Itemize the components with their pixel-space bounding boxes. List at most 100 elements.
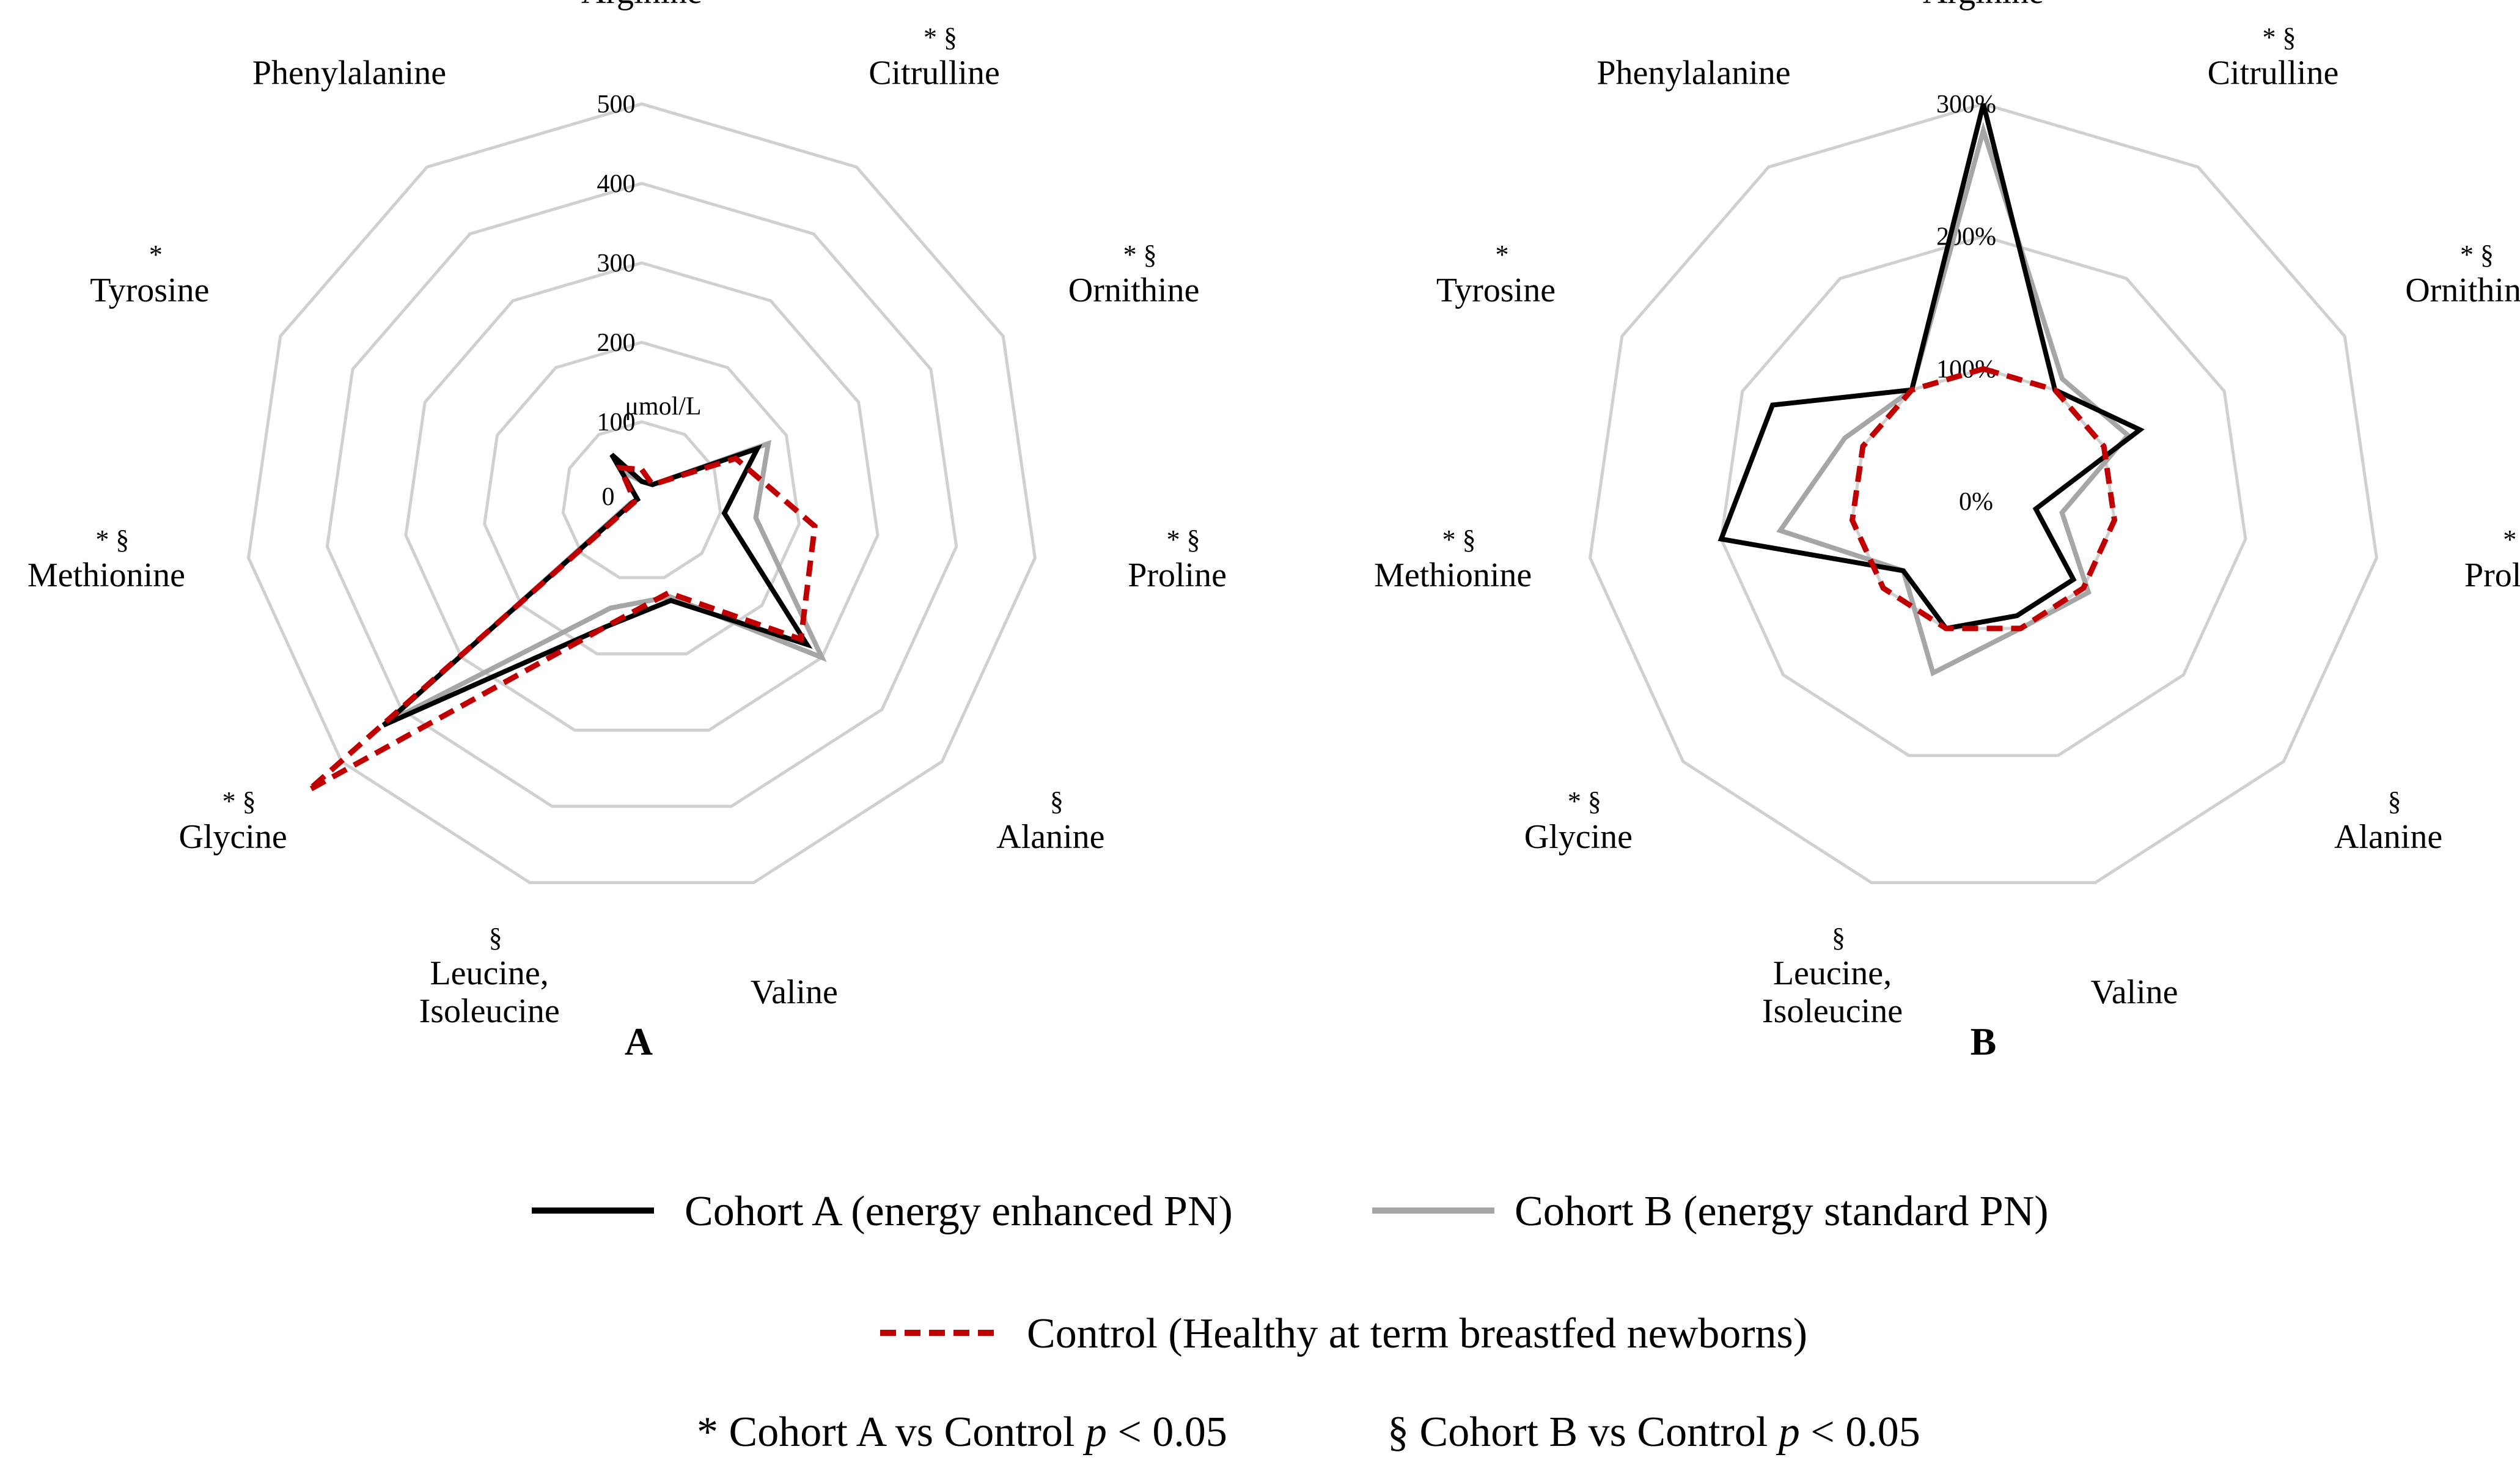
- significance-marker: * §: [1442, 525, 1476, 555]
- significance-marker: §: [2388, 786, 2401, 816]
- axis-label: Valine: [2090, 973, 2178, 1011]
- axis-label: Ornithine: [1068, 271, 1200, 309]
- series-control: [306, 455, 818, 793]
- grid-ring: [483, 341, 801, 655]
- grid-ring: [1719, 235, 2247, 758]
- axis-label: Citrulline: [2208, 54, 2339, 92]
- note-sect-p: p: [1776, 1409, 1800, 1456]
- radar-panel-b: 0%100%200%300%Arginine* §Citrulline* §Or…: [1374, 0, 2520, 1030]
- significance-marker: §: [1050, 786, 1063, 816]
- note-sect-suffix: < 0.05: [1800, 1409, 1920, 1456]
- grid-ring: [561, 420, 722, 580]
- panel-a-letter: A: [625, 1020, 653, 1063]
- axis-label-text: Arginine: [581, 0, 702, 11]
- axis-label-text: Methionine: [28, 556, 185, 594]
- series-control: [1849, 366, 2118, 632]
- axis-label: Methionine: [1374, 556, 1532, 594]
- axis-label-text: Phenylalanine: [1596, 54, 1790, 92]
- axis-label: Leucine,Isoleucine: [419, 954, 560, 1030]
- axis-label: Phenylalanine: [252, 54, 446, 92]
- axis-label-text: Glycine: [1524, 818, 1633, 856]
- axis-label: Tyrosine: [1436, 271, 1556, 309]
- significance-marker: §: [489, 923, 502, 953]
- axis-label-text: Citrulline: [869, 54, 1000, 92]
- tick-label: 500: [597, 90, 636, 119]
- axis-label-text: Phenylalanine: [252, 54, 446, 92]
- axis-label: Valine: [751, 973, 838, 1011]
- significance-marker: * §: [1568, 786, 1601, 816]
- axis-label-text: Leucine,: [430, 954, 548, 992]
- axis-label: Arginine: [581, 0, 702, 11]
- axis-label: Proline: [2464, 556, 2520, 594]
- significance-marker: * §: [2460, 240, 2494, 270]
- significance-note-star: * Cohort A vs Control p < 0.05: [697, 1409, 1227, 1456]
- grid-ring: [404, 261, 880, 732]
- axis-label-text: Methionine: [1374, 556, 1532, 594]
- axis-label: Alanine: [2334, 818, 2442, 856]
- axis-label-text: Isoleucine: [1762, 992, 1903, 1030]
- significance-marker: * §: [95, 525, 129, 555]
- significance-marker: * §: [1123, 240, 1157, 270]
- significance-marker: * §: [222, 786, 256, 816]
- significance-marker: * §: [2503, 525, 2520, 555]
- panel-b-letter: B: [1971, 1020, 1997, 1063]
- axis-label-text: Tyrosine: [1436, 271, 1556, 309]
- axis-label: Methionine: [28, 556, 185, 594]
- axis-label: Glycine: [178, 818, 287, 856]
- tick-label: 400: [597, 170, 636, 198]
- axis-label-text: Proline: [1128, 556, 1227, 594]
- tick-label: 100: [597, 408, 636, 437]
- tick-label-zero: 0: [602, 483, 615, 511]
- axis-label: Arginine: [1923, 0, 2044, 11]
- note-star-p: p: [1082, 1409, 1107, 1456]
- significance-marker: * §: [1167, 525, 1200, 555]
- note-star-prefix: * Cohort A vs Control: [697, 1409, 1086, 1456]
- axis-label-text: Alanine: [2334, 818, 2442, 856]
- axis-label-text: Arginine: [1923, 0, 2044, 11]
- significance-marker: §: [1832, 923, 1845, 953]
- axis-label: Citrulline: [869, 54, 1000, 92]
- tick-label: 0%: [1959, 488, 1993, 516]
- axis-label-text: Ornithine: [2405, 271, 2520, 309]
- axis-label-text: Valine: [751, 973, 838, 1011]
- axis-label: Alanine: [996, 818, 1104, 856]
- axis-label-text: Leucine,: [1773, 954, 1892, 992]
- tick-label: 200: [597, 329, 636, 357]
- axis-label-text: Valine: [2090, 973, 2178, 1011]
- significance-note-section: § Cohort B vs Control p < 0.05: [1387, 1409, 1920, 1456]
- significance-marker: *: [149, 240, 163, 270]
- grid-rings: [247, 102, 1037, 885]
- significance-marker: *: [1495, 240, 1508, 270]
- grid-ring: [1589, 102, 2378, 885]
- axis-label: Glycine: [1524, 818, 1633, 856]
- axis-label-text: Citrulline: [2208, 54, 2339, 92]
- axis-label-text: Proline: [2464, 556, 2520, 594]
- series-cohort-a: [1717, 103, 2145, 632]
- grid-ring: [325, 182, 958, 808]
- axis-label-text: Ornithine: [1068, 271, 1200, 309]
- axis-label: Phenylalanine: [1596, 54, 1790, 92]
- grid-ring: [247, 102, 1037, 885]
- axis-label: Proline: [1128, 556, 1227, 594]
- note-sect-prefix: § Cohort B vs Control: [1387, 1409, 1779, 1456]
- axis-label: Ornithine: [2405, 271, 2520, 309]
- legend-label-cohort-b: Cohort B (energy standard PN): [1515, 1188, 2049, 1235]
- legend-label-cohort-a: Cohort A (energy enhanced PN): [685, 1188, 1233, 1235]
- series-cohort-b: [1776, 122, 2132, 677]
- significance-marker: * §: [2263, 23, 2296, 53]
- tick-label: 300: [597, 249, 636, 278]
- legend-label-control: Control (Healthy at term breastfed newbo…: [1027, 1310, 1807, 1357]
- significance-marker: * §: [924, 23, 957, 53]
- axis-label-text: Alanine: [996, 818, 1104, 856]
- axis-label-text: Tyrosine: [90, 271, 209, 309]
- legend: Cohort A (energy enhanced PN) Cohort B (…: [532, 1188, 2049, 1456]
- axis-label: Tyrosine: [90, 271, 209, 309]
- axis-label-text: Glycine: [178, 818, 287, 856]
- axis-label-text: Isoleucine: [419, 992, 560, 1030]
- series-cohort-a: [381, 444, 813, 728]
- axis-label: Leucine,Isoleucine: [1762, 954, 1903, 1030]
- note-star-suffix: < 0.05: [1107, 1409, 1227, 1456]
- unit-label: μmol/L: [625, 393, 701, 421]
